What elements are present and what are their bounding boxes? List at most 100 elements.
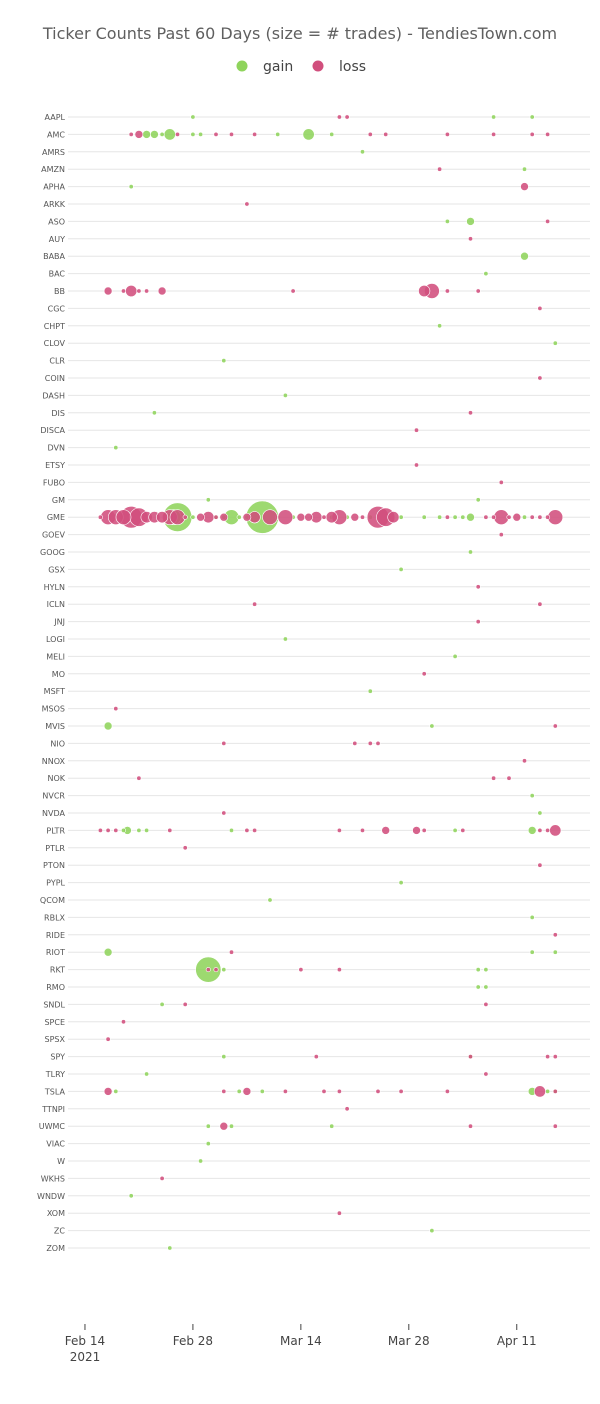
gain-point-DVN[interactable] bbox=[113, 445, 119, 451]
loss-point-AMZN[interactable] bbox=[437, 166, 443, 172]
loss-point-GME[interactable] bbox=[321, 514, 327, 520]
loss-point-UWMC[interactable] bbox=[219, 1121, 229, 1131]
gain-point-VIAC[interactable] bbox=[205, 1141, 211, 1147]
loss-point-GME[interactable] bbox=[483, 514, 489, 520]
gain-point-GOOG[interactable] bbox=[467, 549, 473, 555]
loss-point-GME[interactable] bbox=[325, 511, 338, 524]
loss-point-NIO[interactable] bbox=[352, 740, 358, 746]
gain-point-GME[interactable] bbox=[398, 514, 404, 520]
loss-point-NOK[interactable] bbox=[491, 775, 497, 781]
loss-point-GOEV[interactable] bbox=[498, 532, 504, 538]
loss-point-NIO[interactable] bbox=[367, 740, 373, 746]
loss-point-PLTR[interactable] bbox=[167, 827, 173, 833]
gain-point-QCOM[interactable] bbox=[267, 897, 273, 903]
loss-point-GME[interactable] bbox=[196, 512, 205, 522]
loss-point-AMC[interactable] bbox=[213, 131, 219, 137]
gain-point-PLTR[interactable] bbox=[121, 827, 127, 833]
legend-item-loss[interactable]: loss bbox=[312, 59, 367, 75]
loss-point-PLTR[interactable] bbox=[113, 827, 119, 833]
gain-point-TSLA[interactable] bbox=[236, 1088, 242, 1094]
loss-point-TSLA[interactable] bbox=[552, 1088, 558, 1094]
loss-point-PLTR[interactable] bbox=[244, 827, 250, 833]
gain-point-RBLX[interactable] bbox=[529, 914, 535, 920]
gain-point-PYPL[interactable] bbox=[398, 880, 404, 886]
legend-item-gain[interactable]: gain bbox=[236, 59, 294, 75]
loss-point-GME[interactable] bbox=[506, 514, 512, 520]
gain-point-RKT[interactable] bbox=[483, 967, 489, 973]
gain-point-GME[interactable] bbox=[466, 512, 475, 522]
gain-point-GM[interactable] bbox=[475, 497, 481, 503]
gain-point-AMC[interactable] bbox=[163, 128, 176, 141]
loss-point-PLTR[interactable] bbox=[460, 827, 466, 833]
gain-point-GME[interactable] bbox=[452, 514, 458, 520]
loss-point-RKT[interactable] bbox=[205, 967, 211, 973]
gain-point-PLTR[interactable] bbox=[229, 827, 235, 833]
gain-point-PLTR[interactable] bbox=[136, 827, 142, 833]
gain-point-AMC[interactable] bbox=[198, 131, 204, 137]
loss-point-CGC[interactable] bbox=[537, 305, 543, 311]
loss-point-GME[interactable] bbox=[97, 514, 103, 520]
loss-point-PLTR[interactable] bbox=[105, 827, 111, 833]
gain-point-DASH[interactable] bbox=[282, 392, 288, 398]
loss-point-BB[interactable] bbox=[144, 288, 150, 294]
loss-point-TSLA[interactable] bbox=[533, 1085, 546, 1098]
gain-point-W[interactable] bbox=[198, 1158, 204, 1164]
loss-point-GME[interactable] bbox=[350, 512, 360, 522]
loss-point-AMC[interactable] bbox=[383, 131, 389, 137]
loss-point-ARKK[interactable] bbox=[244, 201, 250, 207]
loss-point-NOK[interactable] bbox=[506, 775, 512, 781]
gain-point-AMC[interactable] bbox=[159, 131, 165, 137]
gain-point-AMC[interactable] bbox=[275, 131, 281, 137]
gain-point-UWMC[interactable] bbox=[329, 1123, 335, 1129]
loss-point-PLTR[interactable] bbox=[359, 827, 365, 833]
gain-point-PLTR[interactable] bbox=[527, 826, 537, 835]
gain-point-NVCR[interactable] bbox=[529, 793, 535, 799]
loss-point-MSOS[interactable] bbox=[113, 706, 119, 712]
loss-point-SPY[interactable] bbox=[552, 1054, 558, 1060]
gain-point-NVDA[interactable] bbox=[537, 810, 543, 816]
loss-point-GME[interactable] bbox=[545, 514, 551, 520]
loss-point-GME[interactable] bbox=[277, 509, 294, 526]
gain-point-UWMC[interactable] bbox=[229, 1123, 235, 1129]
loss-point-DISCA[interactable] bbox=[413, 427, 419, 433]
loss-point-SPCE[interactable] bbox=[121, 1019, 127, 1025]
gain-point-CLOV[interactable] bbox=[552, 340, 558, 346]
loss-point-NNOX[interactable] bbox=[521, 758, 527, 764]
loss-point-BB[interactable] bbox=[136, 288, 142, 294]
loss-point-AMC[interactable] bbox=[367, 131, 373, 137]
loss-point-RIDE[interactable] bbox=[552, 932, 558, 938]
loss-point-SPY[interactable] bbox=[545, 1054, 551, 1060]
loss-point-BB[interactable] bbox=[157, 286, 167, 296]
gain-point-PLTR[interactable] bbox=[452, 827, 458, 833]
loss-point-RKT[interactable] bbox=[336, 967, 342, 973]
gain-point-RIOT[interactable] bbox=[103, 947, 113, 957]
loss-point-BB[interactable] bbox=[290, 288, 296, 294]
loss-point-PLTR[interactable] bbox=[381, 826, 391, 835]
gain-point-ZC[interactable] bbox=[429, 1228, 435, 1234]
gain-point-MVIS[interactable] bbox=[429, 723, 435, 729]
gain-point-RKT[interactable] bbox=[221, 967, 227, 973]
gain-point-GME[interactable] bbox=[190, 514, 196, 520]
loss-point-GME[interactable] bbox=[537, 514, 543, 520]
gain-point-UWMC[interactable] bbox=[205, 1123, 211, 1129]
gain-point-APHA[interactable] bbox=[128, 184, 134, 190]
gain-point-CHPT[interactable] bbox=[437, 323, 443, 329]
gain-point-GME[interactable] bbox=[236, 514, 242, 520]
gain-point-RKT[interactable] bbox=[475, 967, 481, 973]
gain-point-DIS[interactable] bbox=[151, 410, 157, 416]
gain-point-AAPL[interactable] bbox=[190, 114, 196, 120]
gain-point-AMC[interactable] bbox=[142, 130, 151, 139]
gain-point-RMO[interactable] bbox=[475, 984, 481, 990]
loss-point-ICLN[interactable] bbox=[252, 601, 258, 607]
gain-point-AAPL[interactable] bbox=[529, 114, 535, 120]
loss-point-AMC[interactable] bbox=[491, 131, 497, 137]
gain-point-ZOM[interactable] bbox=[167, 1245, 173, 1251]
loss-point-NIO[interactable] bbox=[375, 740, 381, 746]
gain-point-RIOT[interactable] bbox=[529, 949, 535, 955]
gain-point-RIOT[interactable] bbox=[552, 949, 558, 955]
loss-point-PTON[interactable] bbox=[537, 862, 543, 868]
loss-point-PLTR[interactable] bbox=[549, 824, 562, 837]
loss-point-PLTR[interactable] bbox=[421, 827, 427, 833]
loss-point-TSLA[interactable] bbox=[336, 1088, 342, 1094]
gain-point-AMC[interactable] bbox=[302, 128, 315, 141]
